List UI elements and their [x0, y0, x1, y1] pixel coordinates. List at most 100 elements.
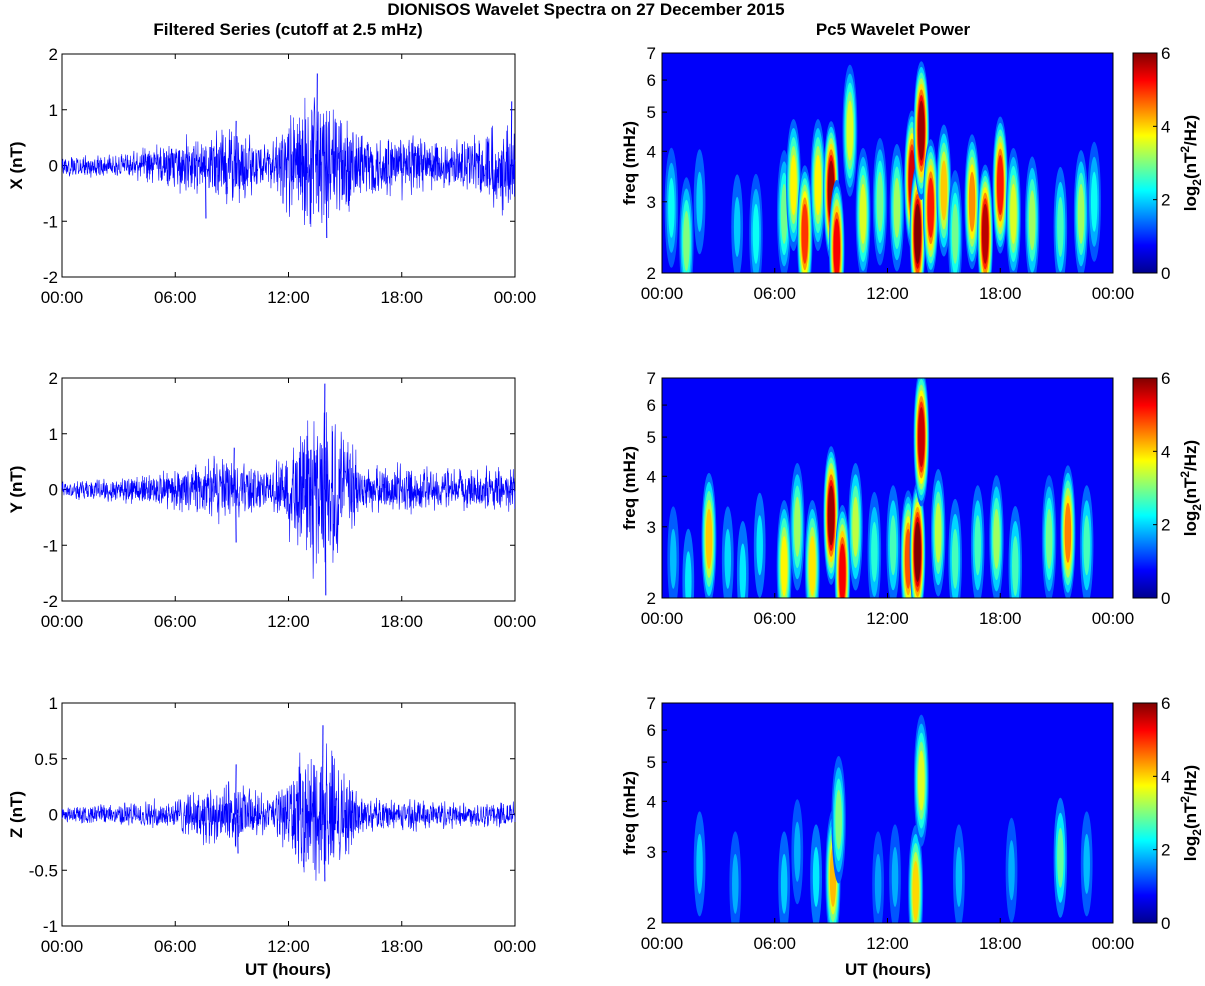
y-tick-label: 4: [647, 792, 656, 811]
x-tick-label: 12:00: [267, 937, 310, 956]
x-tick-label: 18:00: [979, 609, 1022, 628]
x-tick-label: 18:00: [979, 934, 1022, 953]
colorbar-label: log2(nT2/Hz): [1178, 765, 1204, 861]
spectrum-blob: [801, 203, 809, 264]
x-tick-label: 06:00: [753, 284, 796, 303]
x-tick-label: 12:00: [866, 609, 909, 628]
y-tick-label: 7: [647, 369, 656, 388]
colorbar-tick-label: 0: [1161, 264, 1170, 283]
spectrum-blob: [1008, 840, 1015, 901]
spectrum-blob: [835, 789, 842, 850]
x-tick-label: 00:00: [41, 612, 84, 631]
colorbar-label-part: /Hz): [1181, 765, 1200, 796]
series-peak: [204, 165, 207, 219]
spectrum-blob: [912, 860, 919, 921]
y-tick-label: 2: [647, 264, 656, 283]
y-tick-label: 0.5: [34, 750, 58, 769]
spectrum-blob: [794, 496, 801, 557]
y-tick-label: 4: [647, 142, 656, 161]
spectrum-blob: [1028, 190, 1036, 251]
series-line: [61, 97, 516, 227]
spectrum-blob: [1083, 515, 1090, 576]
timeseries-panel-z: 10.50-0.5-100:00 06:00 12:00 18:00 00:00Z (n…: [7, 694, 536, 956]
colorbar-label-part: log: [1181, 511, 1200, 537]
left-column-title: Filtered Series (cutoff at 2.5 mHz): [153, 20, 422, 39]
series-peak: [235, 489, 237, 543]
colorbar-label-part: 2: [1178, 146, 1192, 153]
x-tick-label: 18:00: [979, 284, 1022, 303]
spectrum-blob: [852, 496, 859, 557]
colorbar-scale: [1132, 52, 1158, 274]
spectrum-blob: [951, 528, 959, 589]
spectrum-blob: [889, 515, 897, 576]
spectrum-blob: [756, 515, 763, 576]
spectrum-blob: [790, 155, 797, 216]
colorbar-tick-label: 0: [1161, 914, 1170, 933]
series-peak: [233, 447, 235, 490]
spectrum-blob: [724, 528, 732, 589]
y-tick-label: 6: [647, 721, 656, 740]
spectrum-blob: [780, 183, 788, 244]
spectrum-blob: [780, 535, 788, 596]
spectrum-blob: [814, 155, 822, 216]
spectrum-blob: [951, 203, 959, 264]
x-tick-label: 18:00: [380, 612, 423, 631]
series-peak: [324, 489, 327, 596]
colorbar-label-part: /Hz): [1181, 115, 1200, 146]
x-tick-label: 00:00: [41, 937, 84, 956]
colorbar-label: log2(nT2/Hz): [1178, 440, 1204, 536]
spectrum-blob: [1045, 508, 1053, 569]
colorbar-tick-label: 0: [1161, 589, 1170, 608]
spectrum-blob: [705, 508, 713, 569]
spectrum-blob: [1077, 183, 1085, 244]
series-peak: [323, 383, 326, 490]
colorbar-label-part: 2: [1178, 796, 1192, 803]
y-tick-label: 2: [49, 369, 58, 388]
spectrum-blob: [918, 100, 925, 161]
colorbar-tick-label: 6: [1161, 44, 1170, 63]
y-tick-label: 7: [647, 44, 656, 63]
spectrum-blob: [993, 508, 1000, 569]
page-title: DIONISOS Wavelet Spectra on 27 December …: [387, 0, 784, 19]
spectrum-blob: [1083, 833, 1090, 894]
x-tick-label: 06:00: [154, 288, 197, 307]
colorbar-tick-label: 4: [1161, 442, 1170, 461]
colorbar-scale: [1132, 377, 1158, 599]
series-peak: [325, 165, 328, 238]
series-peak: [237, 814, 239, 854]
colorbar-label-part: log: [1181, 836, 1200, 862]
colorbar-label-part: 2: [1190, 179, 1204, 186]
x-tick-label: 00:00: [1092, 934, 1135, 953]
spectrum-blob: [1010, 183, 1017, 244]
x-tick-label: 18:00: [380, 937, 423, 956]
spectrum-blob: [940, 160, 948, 221]
y-tick-label: 4: [647, 467, 656, 486]
spectrum-blob: [871, 521, 878, 582]
series-peak: [510, 101, 513, 166]
series-peak: [316, 73, 318, 166]
spectrum-blobs: [664, 61, 1101, 273]
spectrum-blobs: [667, 378, 1094, 598]
spectrum-blob: [955, 846, 963, 907]
x-axis-label-right: UT (hours): [845, 960, 931, 979]
spectrum-blob: [1057, 196, 1064, 257]
colorbar-label-part: /Hz): [1181, 440, 1200, 471]
y-tick-label: 2: [647, 914, 656, 933]
spectrum-blob: [997, 155, 1004, 216]
spectrum-blob: [876, 171, 884, 232]
spectrum-blob: [670, 528, 677, 589]
spectrum-blobs: [693, 714, 1093, 923]
y-tick-label: 7: [647, 694, 656, 713]
colorbar-scale: [1132, 702, 1158, 924]
colorbar-label-part: (nT: [1181, 477, 1200, 504]
x-tick-label: 12:00: [866, 934, 909, 953]
spectrum-blob: [839, 543, 846, 598]
y-tick-label: -1: [43, 536, 58, 555]
timeseries-panel-x: 210-1-200:00 06:00 12:00 18:00 00:00X (nT): [7, 45, 536, 307]
y-axis-label: X (nT): [7, 141, 26, 189]
spectrum-blob: [918, 750, 925, 811]
y-tick-label: 2: [647, 589, 656, 608]
y-tick-label: -0.5: [29, 861, 58, 880]
